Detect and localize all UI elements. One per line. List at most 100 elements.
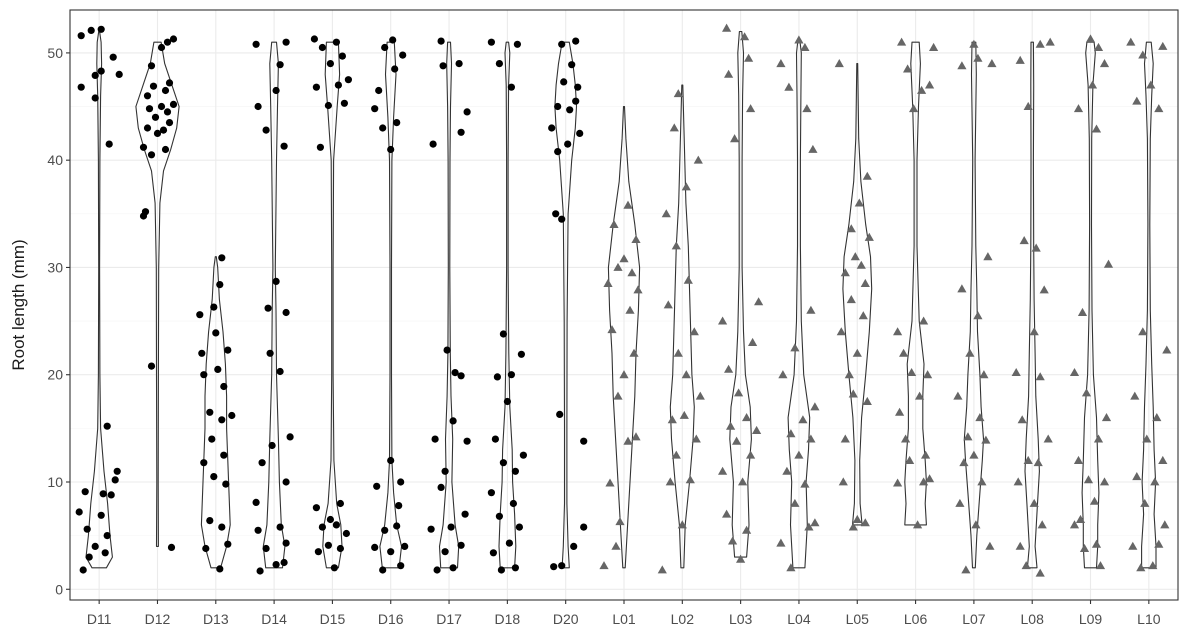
point-l04 [784, 82, 794, 91]
point-d11 [91, 71, 99, 79]
point-d18 [505, 539, 513, 547]
point-d14 [272, 277, 280, 285]
point-d13 [200, 371, 208, 379]
point-d18 [489, 549, 497, 557]
point-d15 [312, 83, 320, 91]
point-l05 [840, 268, 850, 277]
point-l07 [955, 498, 965, 507]
point-d12 [163, 108, 172, 116]
point-d17 [463, 437, 471, 445]
point-l10 [1160, 520, 1170, 529]
point-d14 [282, 308, 290, 317]
point-l07 [977, 477, 987, 486]
point-l08 [1043, 434, 1053, 443]
point-l05 [862, 171, 872, 180]
point-l07 [969, 39, 979, 48]
point-l03 [722, 23, 732, 32]
point-l02 [663, 300, 673, 309]
point-d13 [222, 480, 230, 488]
point-l05 [844, 370, 854, 379]
point-d13 [210, 473, 218, 481]
point-d17 [443, 346, 451, 354]
violin-d15 [322, 41, 343, 569]
point-l08 [1045, 37, 1055, 46]
point-l09 [1099, 59, 1110, 68]
point-l06 [893, 327, 903, 336]
y-axis: 0 10 20 30 40 50 [47, 45, 70, 597]
point-l07 [979, 370, 989, 379]
point-l06 [909, 104, 919, 113]
point-l08 [1023, 101, 1033, 110]
point-l07 [961, 565, 971, 574]
point-d15 [326, 515, 334, 524]
point-l08 [1037, 520, 1047, 529]
point-l06 [925, 474, 935, 483]
point-l09 [1075, 514, 1086, 523]
point-d12 [169, 35, 178, 43]
point-d20 [576, 129, 584, 137]
point-d12 [143, 92, 152, 100]
x-tick-label-l01: L01 [612, 611, 636, 627]
point-l03 [740, 32, 750, 41]
point-d18 [511, 564, 519, 572]
point-l04 [806, 434, 816, 443]
grid-lines [70, 10, 1178, 600]
point-d14 [258, 459, 266, 467]
x-tick-label-l02: L02 [671, 611, 695, 627]
point-d20 [552, 210, 560, 218]
point-l04 [810, 402, 820, 411]
point-d11 [101, 549, 109, 557]
point-d12 [153, 129, 162, 137]
point-d16 [375, 86, 383, 95]
point-l07 [973, 53, 983, 62]
point-l04 [808, 144, 818, 153]
point-d13 [214, 365, 222, 373]
point-l09 [1069, 368, 1080, 376]
violin-d14 [262, 41, 286, 569]
point-d17 [447, 523, 455, 531]
point-l10 [1158, 455, 1168, 464]
point-l03 [738, 477, 748, 486]
point-d18 [507, 371, 515, 379]
point-l10 [1154, 539, 1164, 548]
point-d18 [495, 512, 503, 520]
point-d12 [159, 126, 168, 134]
point-l06 [893, 478, 903, 487]
point-d11 [77, 32, 85, 40]
point-d11 [91, 542, 99, 551]
x-tick-label-d11: D11 [87, 611, 112, 627]
point-l08 [1015, 541, 1025, 550]
point-l05 [864, 232, 874, 241]
point-d20 [580, 437, 588, 445]
point-d13 [220, 451, 228, 459]
point-d20 [558, 562, 566, 570]
point-d20 [548, 124, 556, 132]
point-d11 [87, 26, 95, 34]
point-l03 [754, 297, 764, 306]
point-d16 [397, 562, 405, 570]
point-l01 [619, 254, 629, 263]
point-l03 [746, 450, 756, 459]
point-l05 [862, 396, 872, 405]
point-d12 [161, 86, 170, 95]
point-d20 [580, 523, 588, 531]
point-l09 [1099, 477, 1110, 486]
point-l02 [673, 348, 683, 357]
point-l01 [599, 561, 609, 570]
point-l02 [667, 415, 677, 424]
point-l01 [609, 219, 619, 228]
point-d15 [332, 521, 340, 529]
point-d12 [147, 362, 156, 370]
point-d13 [208, 435, 216, 443]
point-l02 [673, 89, 683, 98]
point-d18 [487, 38, 495, 46]
point-l04 [778, 370, 788, 379]
point-d13 [206, 408, 214, 416]
point-l06 [905, 455, 915, 464]
point-d16 [371, 105, 379, 113]
point-l02 [671, 241, 681, 250]
point-d18 [499, 330, 507, 338]
point-d12 [139, 143, 148, 151]
point-l02 [695, 391, 705, 400]
point-d13 [218, 416, 226, 424]
